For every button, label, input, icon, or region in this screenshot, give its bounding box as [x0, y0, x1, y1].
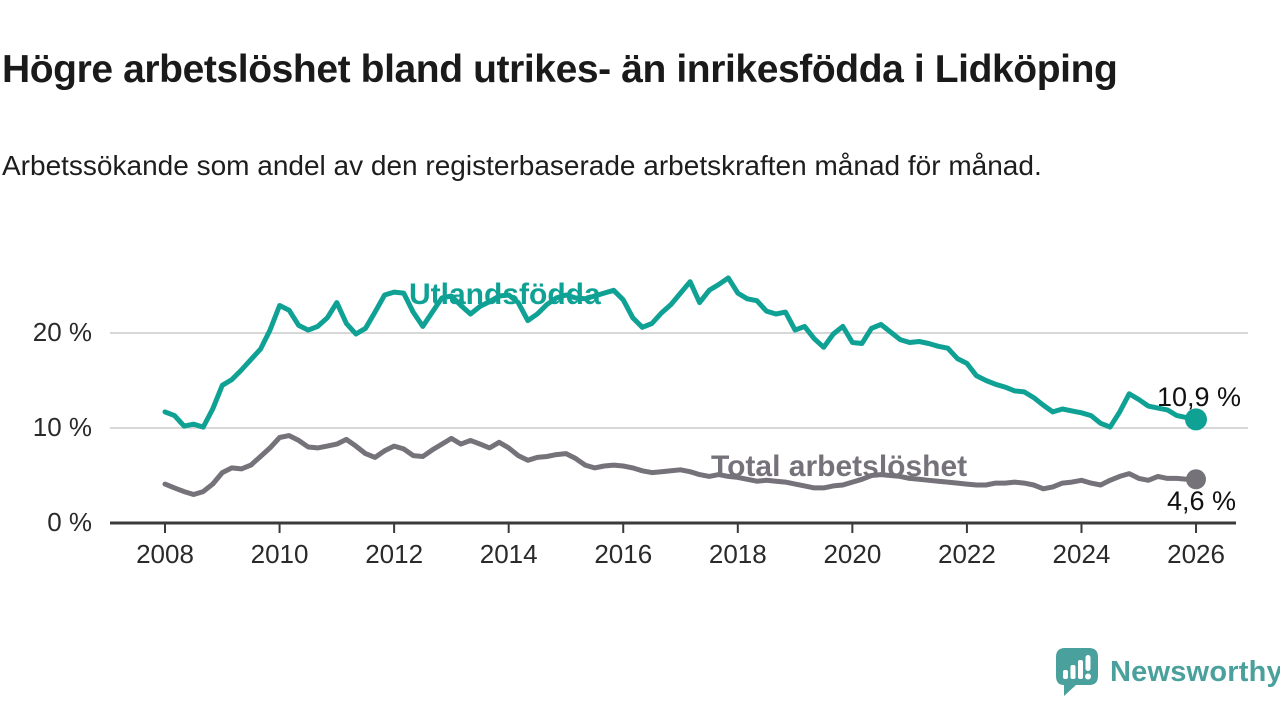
x-axis-label-2020: 2020 — [823, 539, 882, 569]
y-axis-label-20: 20 % — [32, 317, 92, 347]
newsworthy-wordmark: Newsworthy — [1110, 655, 1280, 688]
x-axis-label-2014: 2014 — [479, 539, 538, 569]
x-axis-label-2010: 2010 — [250, 539, 309, 569]
end-value-label-utlandsfodda: 10,9 % — [1157, 382, 1242, 412]
x-axis-label-2024: 2024 — [1052, 539, 1111, 569]
end-value-label-total-arbetsloshet: 4,6 % — [1167, 486, 1237, 516]
y-axis-label-0: 0 % — [47, 507, 92, 537]
series-label-utlandsfodda: Utlandsfödda — [409, 278, 601, 311]
newsworthy-logo: Newsworthy — [1054, 646, 1280, 698]
x-axis-label-2008: 2008 — [136, 539, 194, 569]
series-label-total-arbetsloshet: Total arbetslöshet — [711, 450, 968, 483]
x-axis-label-2022: 2022 — [937, 539, 996, 569]
series-line-total-arbetsloshet — [162, 433, 1199, 497]
newsworthy-speech-bubble-chart-icon — [1056, 648, 1098, 696]
x-axis-label-2018: 2018 — [708, 539, 767, 569]
series-end-dot-total-arbetsloshet — [1186, 469, 1206, 490]
series-end-dot-utlandsfodda — [1185, 408, 1207, 431]
page-title: Högre arbetslöshet bland utrikes- än inr… — [2, 48, 1118, 92]
y-axis-label-10: 10 % — [32, 412, 92, 442]
page-subtitle: Arbetssökande som andel av den registerb… — [2, 150, 1042, 181]
x-axis-label-2026: 2026 — [1167, 539, 1225, 569]
x-axis-label-2012: 2012 — [365, 539, 424, 569]
x-axis-label-2016: 2016 — [594, 539, 653, 569]
series-line-utlandsfodda — [162, 275, 1199, 430]
